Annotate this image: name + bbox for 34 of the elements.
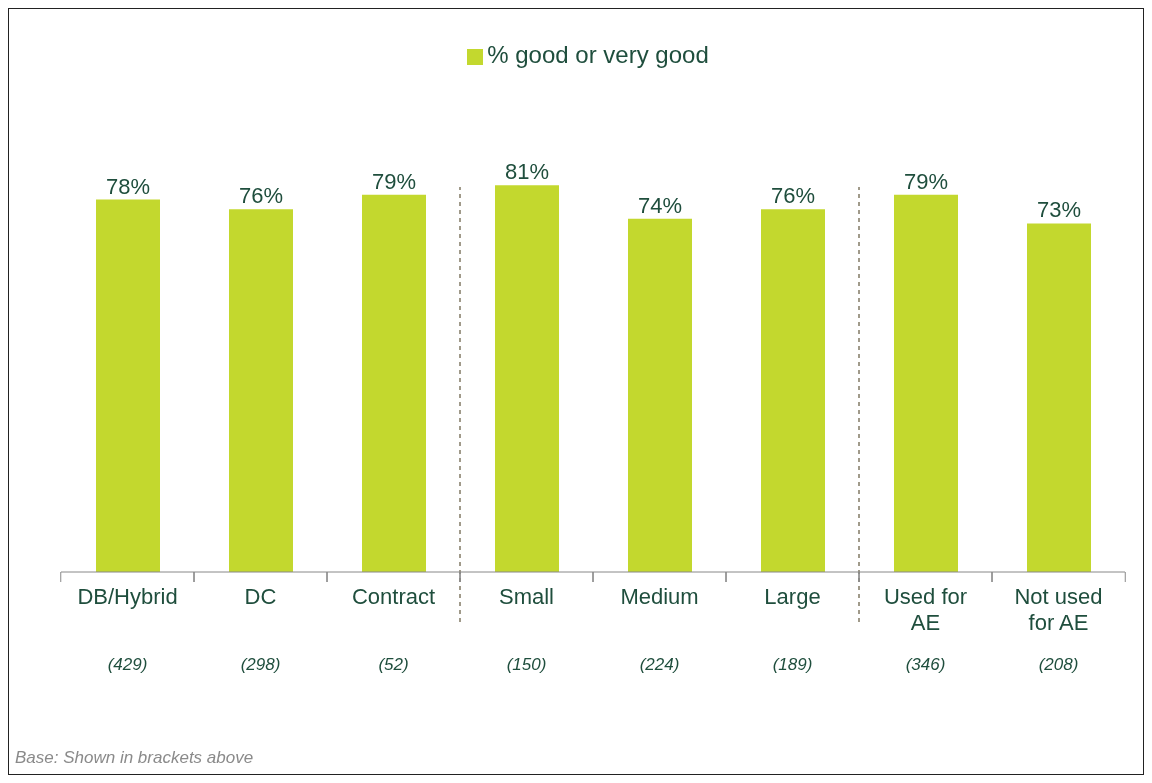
x-tick-label: Medium xyxy=(620,584,699,609)
data-label: 76% xyxy=(238,183,284,209)
x-tick-label: Small xyxy=(498,584,555,609)
text: (224) xyxy=(639,655,680,674)
bar xyxy=(1027,223,1091,572)
text: (150) xyxy=(506,655,547,674)
x-tick-label: DB/Hybrid xyxy=(77,584,178,609)
data-label: 81% xyxy=(504,159,550,185)
data-label: 79% xyxy=(371,168,417,194)
text: (429) xyxy=(107,655,148,674)
bar xyxy=(628,218,692,572)
x-tick-label: Contract xyxy=(351,584,436,609)
x-tick-label: Large xyxy=(764,584,821,609)
text: (189) xyxy=(772,655,813,674)
bar xyxy=(362,194,426,572)
x-tick-label: DC xyxy=(244,584,277,609)
text: (52) xyxy=(378,655,409,674)
data-label: 74% xyxy=(637,192,683,218)
x-tick-label: Not used for AE xyxy=(1014,584,1103,635)
data-label: 78% xyxy=(105,173,151,199)
bar xyxy=(229,209,293,572)
text: (298) xyxy=(240,655,281,674)
text: (208) xyxy=(1038,655,1079,674)
data-label: 79% xyxy=(903,168,949,194)
data-label: 76% xyxy=(770,183,816,209)
text: Base: Shown in brackets above xyxy=(15,748,254,768)
bar xyxy=(894,194,958,572)
data-label: 73% xyxy=(1036,197,1082,223)
legend-label: % good or very good xyxy=(487,41,709,68)
bar xyxy=(96,199,160,572)
bar xyxy=(761,209,825,572)
x-tick-label: Used for AE xyxy=(883,584,968,635)
bar xyxy=(495,185,559,572)
text: (346) xyxy=(905,655,946,674)
